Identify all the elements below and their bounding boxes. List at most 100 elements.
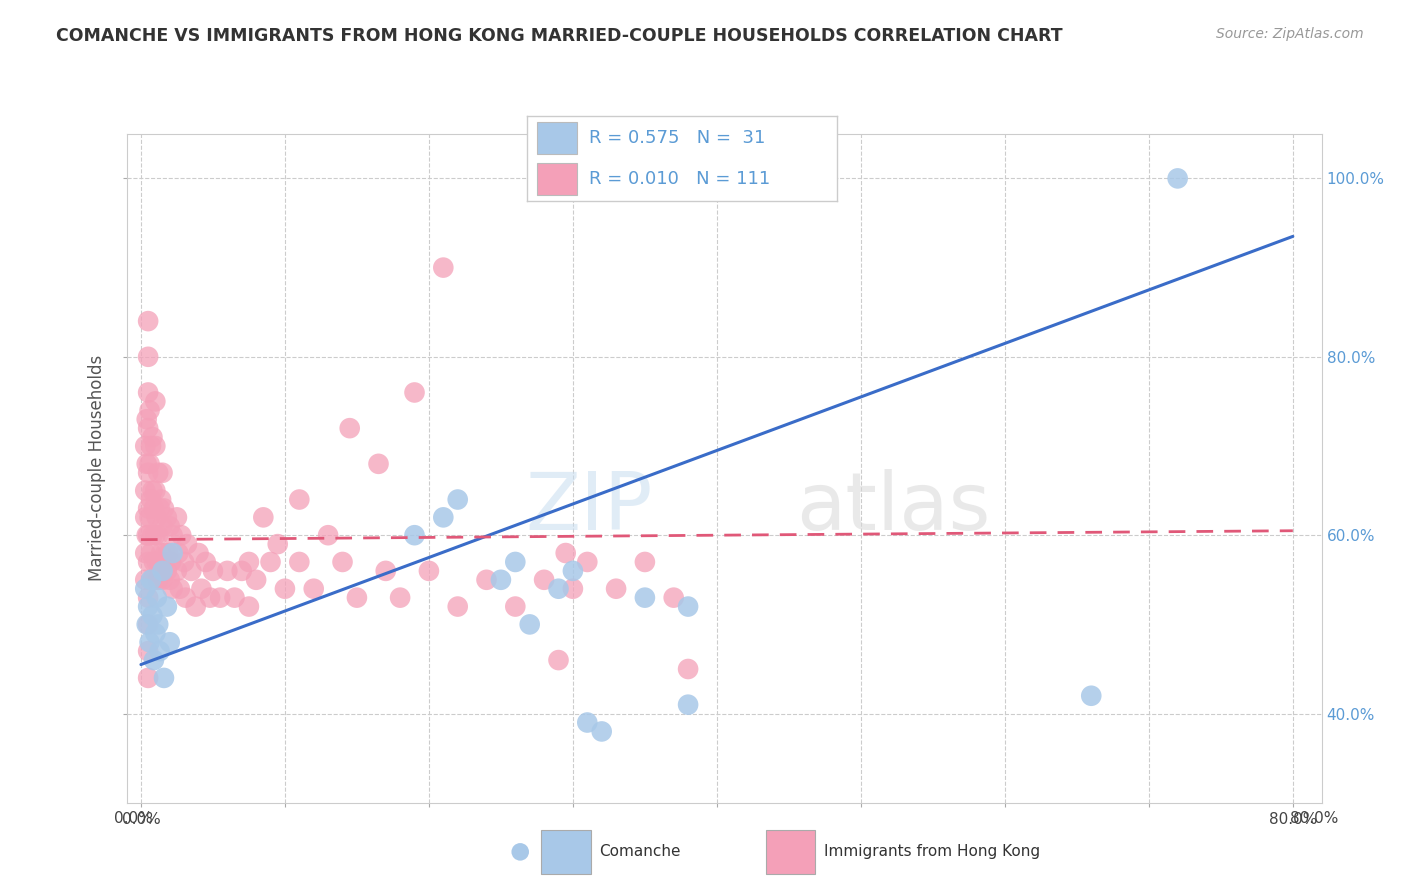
Point <box>1167 171 1189 186</box>
Point <box>288 555 311 569</box>
FancyBboxPatch shape <box>537 122 576 154</box>
Text: ZIP: ZIP <box>524 469 652 548</box>
Point <box>561 564 583 578</box>
Point <box>346 591 368 605</box>
Point <box>155 546 177 560</box>
Point <box>134 573 156 587</box>
Point <box>136 466 159 480</box>
Point <box>153 671 176 685</box>
Point <box>447 492 470 507</box>
Point <box>149 644 172 658</box>
Point <box>332 555 354 569</box>
Point <box>162 582 184 596</box>
Point <box>156 510 179 524</box>
Point <box>238 599 260 614</box>
Point <box>302 582 325 596</box>
Point <box>533 573 555 587</box>
Point <box>169 582 191 596</box>
Point <box>141 573 163 587</box>
Point <box>259 555 281 569</box>
Point <box>554 546 576 560</box>
Point <box>547 582 569 596</box>
Point <box>231 564 253 578</box>
Text: 0.0%: 0.0% <box>114 812 153 826</box>
Point <box>136 350 159 364</box>
Point <box>141 528 163 542</box>
Text: Immigrants from Hong Kong: Immigrants from Hong Kong <box>824 845 1040 859</box>
Text: atlas: atlas <box>796 469 990 548</box>
Point <box>676 599 699 614</box>
Point <box>662 591 685 605</box>
Point <box>432 260 454 275</box>
Point <box>217 564 239 578</box>
Point <box>136 421 159 435</box>
Point <box>167 546 190 560</box>
Point <box>489 573 512 587</box>
Point <box>404 385 426 400</box>
Point <box>475 573 498 587</box>
Point <box>143 626 166 640</box>
Point <box>143 483 166 498</box>
Point <box>136 528 159 542</box>
Point <box>136 617 159 632</box>
Point <box>136 385 159 400</box>
Point <box>143 394 166 409</box>
Text: R = 0.575   N =  31: R = 0.575 N = 31 <box>589 129 765 147</box>
Point <box>141 608 163 623</box>
Point <box>152 573 174 587</box>
Point <box>156 564 179 578</box>
Point <box>143 573 166 587</box>
Point <box>148 528 170 542</box>
Point <box>374 564 396 578</box>
Point <box>447 599 470 614</box>
Point <box>141 483 163 498</box>
Point <box>676 698 699 712</box>
Point <box>153 555 176 569</box>
Point <box>576 715 599 730</box>
Point <box>134 582 156 596</box>
Point <box>139 439 162 453</box>
Point <box>156 599 179 614</box>
Point <box>190 582 212 596</box>
Point <box>139 573 162 587</box>
Point <box>150 546 173 560</box>
Point <box>146 555 169 569</box>
Point <box>135 457 157 471</box>
Point <box>135 528 157 542</box>
Point <box>136 314 159 328</box>
Point <box>432 510 454 524</box>
Point <box>316 528 339 542</box>
Point <box>162 528 184 542</box>
Point <box>136 591 159 605</box>
Point <box>339 421 361 435</box>
Point <box>201 564 224 578</box>
Bar <box>541 830 591 874</box>
Point <box>142 555 165 569</box>
Point <box>174 591 197 605</box>
Point <box>1080 689 1102 703</box>
Point <box>519 617 541 632</box>
Point <box>135 412 157 426</box>
Point <box>138 510 160 524</box>
Text: Comanche: Comanche <box>599 845 681 859</box>
Point <box>149 501 172 516</box>
Point <box>159 635 181 649</box>
Point <box>162 546 184 560</box>
Point <box>224 591 246 605</box>
FancyBboxPatch shape <box>537 162 576 194</box>
Point <box>591 724 613 739</box>
Point <box>634 591 657 605</box>
Point <box>176 537 198 551</box>
Point <box>136 555 159 569</box>
Point <box>367 457 389 471</box>
Point <box>209 591 232 605</box>
Point <box>180 564 202 578</box>
Point <box>146 510 169 524</box>
Text: 80.0%: 80.0% <box>1291 812 1339 826</box>
Point <box>505 599 527 614</box>
Point <box>134 439 156 453</box>
Point <box>267 537 290 551</box>
Point <box>173 555 195 569</box>
Point <box>274 582 297 596</box>
Point <box>148 466 170 480</box>
